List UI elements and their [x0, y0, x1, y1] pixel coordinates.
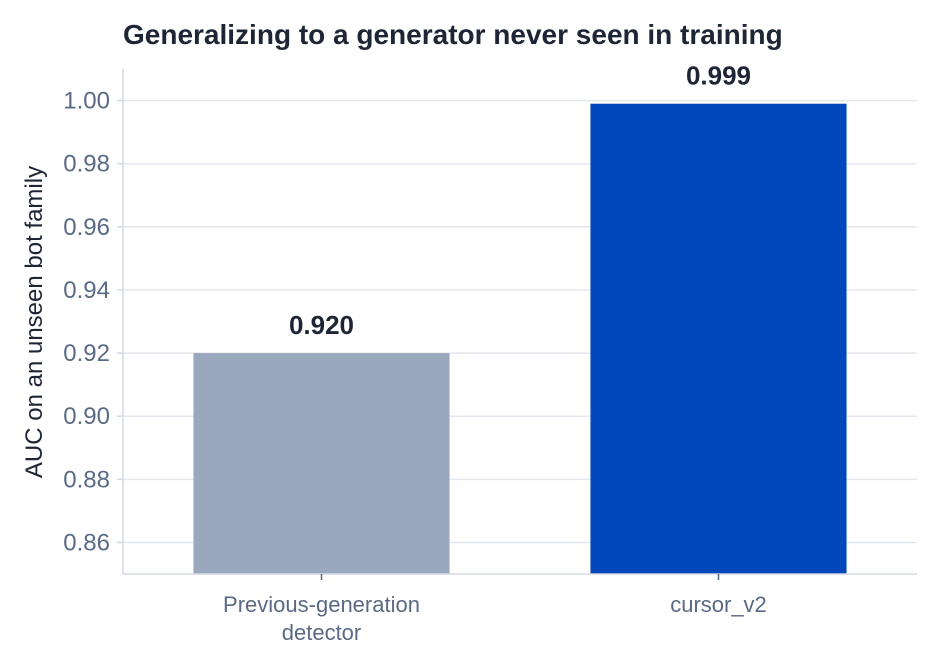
bar-previous-generation-detector	[193, 353, 450, 574]
bar-value-label: 0.920	[289, 310, 354, 340]
y-tick-label: 0.86	[63, 529, 110, 556]
y-tick-label: 0.90	[63, 403, 110, 430]
x-tick-label: Previous-generation	[223, 592, 420, 617]
bars	[193, 103, 847, 574]
chart-title: Generalizing to a generator never seen i…	[123, 19, 783, 50]
y-tick-label: 0.88	[63, 466, 110, 493]
y-tick-label: 0.98	[63, 151, 110, 178]
axes	[117, 69, 917, 580]
y-tick-label: 0.94	[63, 277, 110, 304]
bar-cursor-v2	[590, 103, 847, 574]
x-tick-label: detector	[282, 620, 362, 645]
y-tick-label: 0.96	[63, 214, 110, 241]
y-tick-label: 0.92	[63, 340, 110, 367]
bar-value-label: 0.999	[686, 61, 751, 91]
y-axis-title: AUC on an unseen bot family	[21, 166, 48, 478]
x-tick-label: cursor_v2	[670, 592, 767, 617]
labels: 0.86 0.88 0.90 0.92 0.94 0.96 0.98 1.00 0.920 Pre…	[63, 61, 767, 645]
y-tick-label: 1.00	[63, 88, 110, 115]
